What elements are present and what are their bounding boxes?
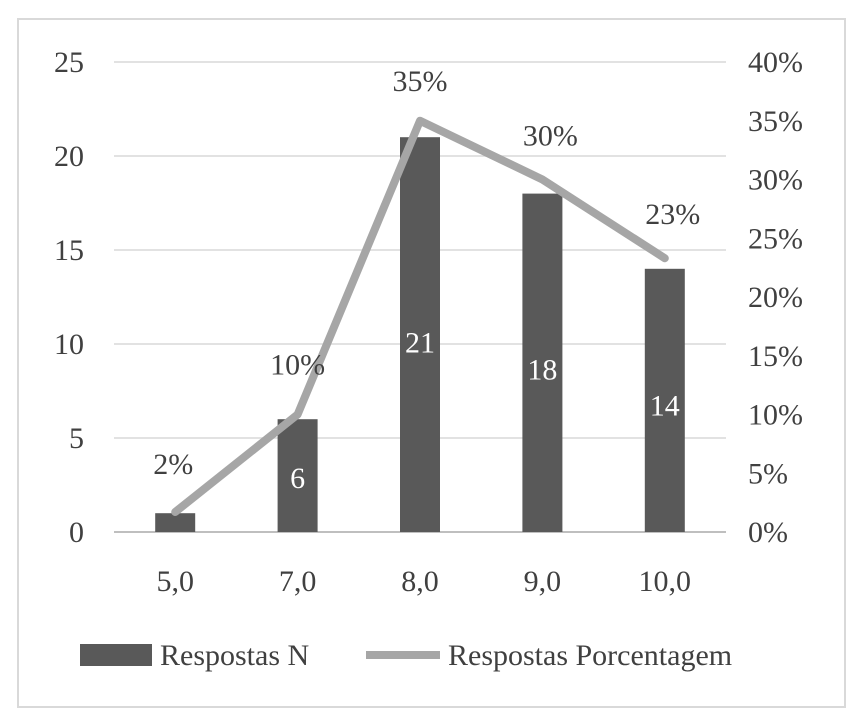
bar xyxy=(155,513,196,532)
legend: Respostas N Respostas Porcentagem xyxy=(80,639,732,672)
y-axis-tick-label: 25 xyxy=(54,46,84,79)
line-value-label: 10% xyxy=(270,349,325,382)
y2-axis-tick-label: 40% xyxy=(748,46,803,79)
y2-axis-tick-label: 5% xyxy=(748,457,788,490)
data-labels: 6 21 18 14 2% 10% 35% 30% 23% xyxy=(153,65,700,495)
bar xyxy=(277,419,318,532)
line-value-label: 23% xyxy=(645,198,700,231)
y2-axis-tick-label: 30% xyxy=(748,164,803,197)
bar xyxy=(400,137,440,532)
y-axis-tick-label: 20 xyxy=(54,140,84,173)
line-series xyxy=(171,116,669,517)
x-axis-tick-label: 10,0 xyxy=(639,565,692,598)
y-axis-tick-label: 10 xyxy=(54,328,84,361)
x-axis-tick-label: 9,0 xyxy=(524,565,562,598)
bar-value-label: 18 xyxy=(527,354,557,387)
series-line xyxy=(171,116,669,517)
y-axis-tick-label: 5 xyxy=(69,422,84,455)
x-axis-tick-label: 7,0 xyxy=(279,565,317,598)
y-axis-tick-label: 15 xyxy=(54,234,84,267)
x-axis-tick-label: 8,0 xyxy=(401,565,439,598)
y2-axis-tick-label: 25% xyxy=(748,222,803,255)
line-value-label: 35% xyxy=(393,65,448,98)
legend-label-bar: Respostas N xyxy=(160,639,309,672)
bar xyxy=(522,193,563,532)
bar-value-label: 21 xyxy=(405,326,435,359)
bar-value-label: 6 xyxy=(290,462,305,495)
bar xyxy=(644,268,685,532)
y2-axis-tick-label: 15% xyxy=(748,340,803,373)
bar-value-label: 14 xyxy=(650,390,680,423)
legend-swatch-bar xyxy=(80,644,152,666)
line-value-label: 30% xyxy=(523,120,578,153)
x-axis-tick-label: 5,0 xyxy=(156,565,194,598)
y2-axis-tick-label: 0% xyxy=(748,516,788,549)
axis-labels: 0 5 10 15 20 25 0% 5% 10% 15% 20% 25% 30% 35% 40% 5,0 7,… xyxy=(54,46,803,598)
y2-axis-tick-label: 35% xyxy=(748,105,803,138)
y2-axis-tick-label: 20% xyxy=(748,281,803,314)
line-value-label: 2% xyxy=(153,448,193,481)
y-axis-tick-label: 0 xyxy=(69,516,84,549)
bar-series xyxy=(155,137,685,532)
legend-label-line: Respostas Porcentagem xyxy=(448,639,732,672)
y2-axis-tick-label: 10% xyxy=(748,399,803,432)
